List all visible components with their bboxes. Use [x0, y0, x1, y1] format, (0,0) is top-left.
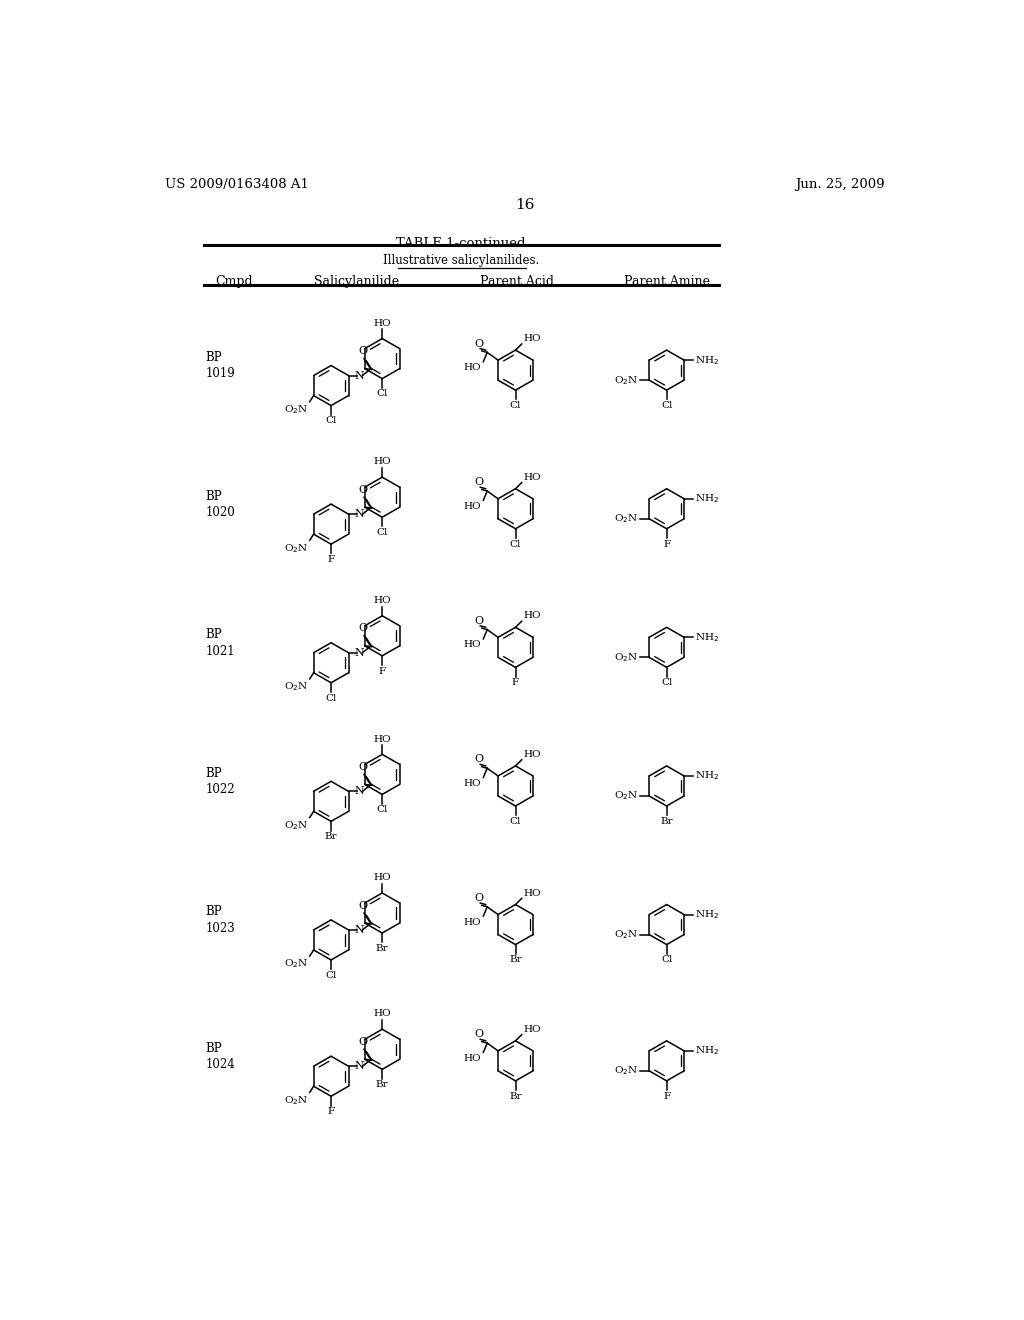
Text: HO: HO	[374, 597, 391, 605]
Text: BP
1019: BP 1019	[206, 351, 236, 380]
Text: US 2009/0163408 A1: US 2009/0163408 A1	[165, 178, 309, 190]
Text: Jun. 25, 2009: Jun. 25, 2009	[795, 178, 885, 190]
Text: N: N	[354, 925, 365, 935]
Text: Cl: Cl	[326, 693, 337, 702]
Text: O$_2$N: O$_2$N	[284, 543, 308, 554]
Text: Cl: Cl	[377, 528, 388, 537]
Text: HO: HO	[464, 502, 481, 511]
Text: NH$_2$: NH$_2$	[695, 1044, 719, 1057]
Text: Br: Br	[660, 817, 673, 826]
Text: HO: HO	[374, 874, 391, 882]
Text: O$_2$N: O$_2$N	[284, 404, 308, 416]
Text: HO: HO	[464, 640, 481, 649]
Text: Br: Br	[509, 956, 522, 965]
Text: Cl: Cl	[326, 970, 337, 979]
Text: HO: HO	[464, 1053, 481, 1063]
Text: O$_2$N: O$_2$N	[284, 681, 308, 693]
Text: O: O	[358, 623, 368, 634]
Text: N: N	[354, 510, 365, 519]
Text: Cl: Cl	[377, 805, 388, 814]
Text: TABLE 1-continued: TABLE 1-continued	[396, 238, 526, 249]
Text: O$_2$N: O$_2$N	[614, 374, 638, 387]
Text: O: O	[474, 478, 483, 487]
Text: O$_2$N: O$_2$N	[614, 651, 638, 664]
Text: HO: HO	[464, 363, 481, 372]
Text: BP
1022: BP 1022	[206, 767, 236, 796]
Text: F: F	[664, 540, 670, 549]
Text: NH$_2$: NH$_2$	[695, 492, 719, 506]
Text: N: N	[354, 1061, 365, 1072]
Text: BP
1024: BP 1024	[206, 1041, 236, 1071]
Text: BP
1020: BP 1020	[206, 490, 236, 519]
Text: Br: Br	[325, 832, 337, 841]
Text: O$_2$N: O$_2$N	[614, 1064, 638, 1077]
Text: O$_2$N: O$_2$N	[284, 958, 308, 970]
Text: O$_2$N: O$_2$N	[284, 818, 308, 832]
Text: Illustrative salicylanilides.: Illustrative salicylanilides.	[383, 253, 540, 267]
Text: HO: HO	[523, 334, 541, 343]
Text: HO: HO	[523, 750, 541, 759]
Text: N: N	[354, 787, 365, 796]
Text: Br: Br	[376, 1080, 388, 1089]
Text: NH$_2$: NH$_2$	[695, 631, 719, 644]
Text: F: F	[512, 678, 519, 688]
Text: N: N	[354, 371, 365, 380]
Text: Cl: Cl	[377, 389, 388, 399]
Text: HO: HO	[523, 1024, 541, 1034]
Text: HO: HO	[523, 473, 541, 482]
Text: O: O	[474, 755, 483, 764]
Text: O$_2$N: O$_2$N	[614, 512, 638, 525]
Text: O: O	[358, 346, 368, 356]
Text: O: O	[358, 762, 368, 772]
Text: Cl: Cl	[660, 401, 673, 411]
Text: O$_2$N: O$_2$N	[614, 928, 638, 941]
Text: F: F	[328, 1107, 335, 1115]
Text: NH$_2$: NH$_2$	[695, 354, 719, 367]
Text: O: O	[474, 1030, 483, 1039]
Text: HO: HO	[374, 1010, 391, 1019]
Text: Parent Amine: Parent Amine	[624, 276, 710, 289]
Text: NH$_2$: NH$_2$	[695, 770, 719, 783]
Text: 16: 16	[515, 198, 535, 213]
Text: HO: HO	[523, 611, 541, 620]
Text: Cl: Cl	[326, 416, 337, 425]
Text: N: N	[354, 648, 365, 657]
Text: O: O	[474, 339, 483, 348]
Text: O: O	[474, 616, 483, 626]
Text: O: O	[358, 1038, 368, 1047]
Text: O: O	[474, 894, 483, 903]
Text: F: F	[379, 667, 386, 676]
Text: Parent Acid: Parent Acid	[480, 276, 554, 289]
Text: O$_2$N: O$_2$N	[284, 1094, 308, 1106]
Text: HO: HO	[374, 319, 391, 327]
Text: HO: HO	[464, 917, 481, 927]
Text: Cl: Cl	[660, 678, 673, 688]
Text: Salicylanilide: Salicylanilide	[314, 276, 399, 289]
Text: HO: HO	[464, 779, 481, 788]
Text: BP
1023: BP 1023	[206, 906, 236, 935]
Text: Cmpd: Cmpd	[215, 276, 253, 289]
Text: BP
1021: BP 1021	[206, 628, 236, 657]
Text: HO: HO	[374, 458, 391, 466]
Text: Br: Br	[509, 1092, 522, 1101]
Text: Cl: Cl	[510, 817, 521, 826]
Text: HO: HO	[374, 735, 391, 743]
Text: F: F	[328, 554, 335, 564]
Text: F: F	[664, 1092, 670, 1101]
Text: O: O	[358, 900, 368, 911]
Text: Br: Br	[376, 944, 388, 953]
Text: HO: HO	[523, 888, 541, 898]
Text: Cl: Cl	[510, 401, 521, 411]
Text: O$_2$N: O$_2$N	[614, 789, 638, 803]
Text: O: O	[358, 484, 368, 495]
Text: NH$_2$: NH$_2$	[695, 908, 719, 921]
Text: Cl: Cl	[510, 540, 521, 549]
Text: Cl: Cl	[660, 956, 673, 965]
